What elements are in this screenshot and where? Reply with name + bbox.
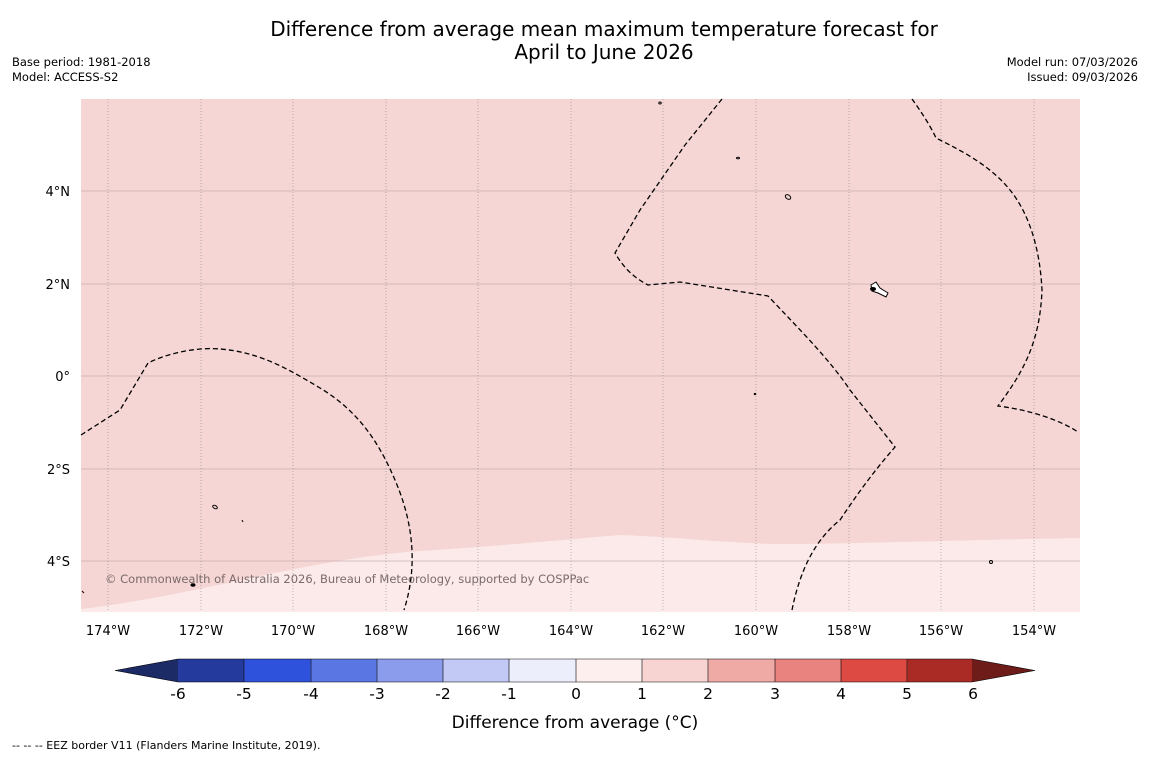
eez-border-west xyxy=(80,347,413,611)
eez-borders xyxy=(80,98,1079,611)
lat-tick-label: 4°N xyxy=(46,185,71,200)
colorbar-tick-label: 5 xyxy=(902,685,912,703)
model-name: Model: ACCESS-S2 xyxy=(12,70,119,84)
colorbar-tick-label: -6 xyxy=(170,685,185,703)
colorbar-segment xyxy=(244,659,311,682)
colorbar-segment xyxy=(376,659,444,682)
colorbar-tick-label: -3 xyxy=(369,685,384,703)
island xyxy=(212,504,218,510)
island xyxy=(658,101,662,105)
colorbar-tick-label: -1 xyxy=(501,685,516,703)
island xyxy=(989,560,993,564)
lon-tick-labels: 174°W 172°W 170°W 168°W 166°W 164°W 162°… xyxy=(86,624,1056,639)
colorbar-segment xyxy=(642,659,709,682)
colorbar-segment xyxy=(509,659,576,682)
lon-tick-label: 164°W xyxy=(549,624,593,639)
island xyxy=(241,519,244,523)
lon-tick-label: 158°W xyxy=(827,624,871,639)
lon-tick-label: 168°W xyxy=(364,624,408,639)
colorbar-tick-label: 0 xyxy=(571,685,581,703)
meta-right: Model run: 07/03/2026 Issued: 09/03/2026 xyxy=(1007,55,1138,85)
colorbar-over-arrow xyxy=(972,659,1035,682)
colorbar-segment xyxy=(310,659,377,682)
lon-tick-label: 156°W xyxy=(919,624,963,639)
base-period: Base period: 1981-2018 xyxy=(12,55,151,69)
colorbar-segment xyxy=(178,659,245,682)
lat-tick-label: 4°S xyxy=(47,555,70,570)
anomaly-fill-1-2 xyxy=(81,99,1080,612)
lon-tick-label: 172°W xyxy=(179,624,223,639)
island xyxy=(870,287,876,291)
lon-tick-label: 160°W xyxy=(734,624,778,639)
colorbar-label: Difference from average (°C) xyxy=(452,713,699,733)
lat-tick-labels: 4°N 2°N 0° 2°S 4°S xyxy=(46,185,71,570)
eez-border-central xyxy=(614,98,896,611)
lon-tick-label: 162°W xyxy=(641,624,685,639)
lat-tick-label: 0° xyxy=(55,370,70,385)
colorbar-tick-label: 2 xyxy=(703,685,713,703)
title-line-2: April to June 2026 xyxy=(514,40,694,64)
colorbar-tick-label: 1 xyxy=(637,685,647,703)
colorbar-segment xyxy=(443,659,510,682)
anomaly-fill-0-1 xyxy=(81,535,1080,612)
colorbar-segment xyxy=(841,659,908,682)
model-run: Model run: 07/03/2026 xyxy=(1006,55,1138,69)
issued-date: Issued: 09/03/2026 xyxy=(1027,70,1138,84)
island xyxy=(190,583,196,587)
colorbar-tick-label: 4 xyxy=(836,685,846,703)
colorbar-under-arrow xyxy=(115,659,178,682)
colorbar: -6 -5 -4 -3 -2 -1 0 1 2 3 4 5 6 Differen… xyxy=(114,658,1036,733)
island xyxy=(753,392,757,396)
lon-tick-label: 166°W xyxy=(456,624,500,639)
colorbar-segment xyxy=(774,659,841,682)
graticule xyxy=(81,99,1080,612)
lon-tick-label: 174°W xyxy=(86,624,130,639)
island xyxy=(870,281,889,298)
colorbar-tick-label: -5 xyxy=(236,685,251,703)
copyright-notice: © Commonwealth of Australia 2026, Bureau… xyxy=(105,572,589,586)
map-panel: © Commonwealth of Australia 2026, Bureau… xyxy=(80,98,1080,612)
lat-tick-label: 2°N xyxy=(46,278,71,293)
colorbar-segment xyxy=(907,659,974,682)
island xyxy=(784,194,792,200)
colorbar-tick-label: 6 xyxy=(968,685,978,703)
eez-footnote: -- -- -- EEZ border V11 (Flanders Marine… xyxy=(12,739,321,752)
island xyxy=(81,590,85,594)
colorbar-segment xyxy=(575,659,643,682)
lat-tick-label: 2°S xyxy=(47,463,70,478)
lon-tick-label: 154°W xyxy=(1012,624,1056,639)
meta-left: Base period: 1981-2018 Model: ACCESS-S2 xyxy=(12,55,151,85)
islands xyxy=(81,101,993,594)
eez-border-east xyxy=(911,98,1079,433)
title-line-1: Difference from average mean maximum tem… xyxy=(270,17,938,41)
colorbar-tick-label: -2 xyxy=(435,685,450,703)
colorbar-tick-label: 3 xyxy=(770,685,780,703)
chart-title: Difference from average mean maximum tem… xyxy=(0,18,1150,64)
colorbar-segment xyxy=(708,659,775,682)
colorbar-tick-label: -4 xyxy=(303,685,318,703)
island xyxy=(736,156,740,160)
lon-tick-label: 170°W xyxy=(271,624,315,639)
